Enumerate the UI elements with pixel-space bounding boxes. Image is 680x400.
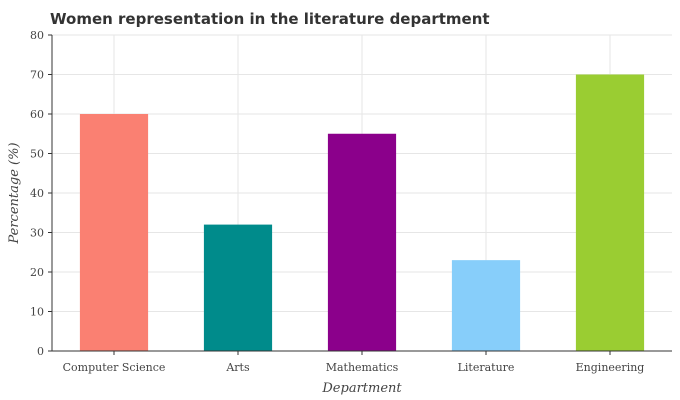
bar-literature (451, 260, 521, 351)
y-tick-label: 60 (30, 108, 44, 121)
y-tick-label: 0 (37, 345, 44, 358)
x-tick-label: Computer Science (63, 361, 166, 374)
y-tick-label: 30 (30, 227, 44, 240)
x-tick-label: Engineering (576, 361, 645, 374)
x-tick-label: Mathematics (326, 361, 399, 374)
y-tick-label: 70 (30, 69, 44, 82)
bar-mathematics (327, 133, 397, 351)
y-tick-label: 20 (30, 266, 44, 279)
y-tick-label: 10 (30, 306, 44, 319)
x-axis-label: Department (321, 381, 402, 396)
y-axis-label: Percentage (%) (7, 142, 22, 244)
bar-engineering (575, 74, 645, 351)
bar-arts (203, 224, 273, 351)
chart-title: Women representation in the literature d… (50, 10, 490, 28)
x-tick-label: Arts (225, 361, 250, 374)
y-tick-label: 40 (30, 187, 44, 200)
x-tick-label: Literature (458, 361, 515, 374)
bar-computer-science (79, 114, 149, 351)
y-axis-ticks: 0 10 20 30 40 50 60 70 80 (30, 29, 52, 358)
x-axis-ticks: Computer Science Arts Mathematics Literatur… (63, 351, 645, 374)
y-tick-label: 80 (30, 29, 44, 42)
y-tick-label: 50 (30, 148, 44, 161)
bars (79, 74, 645, 351)
